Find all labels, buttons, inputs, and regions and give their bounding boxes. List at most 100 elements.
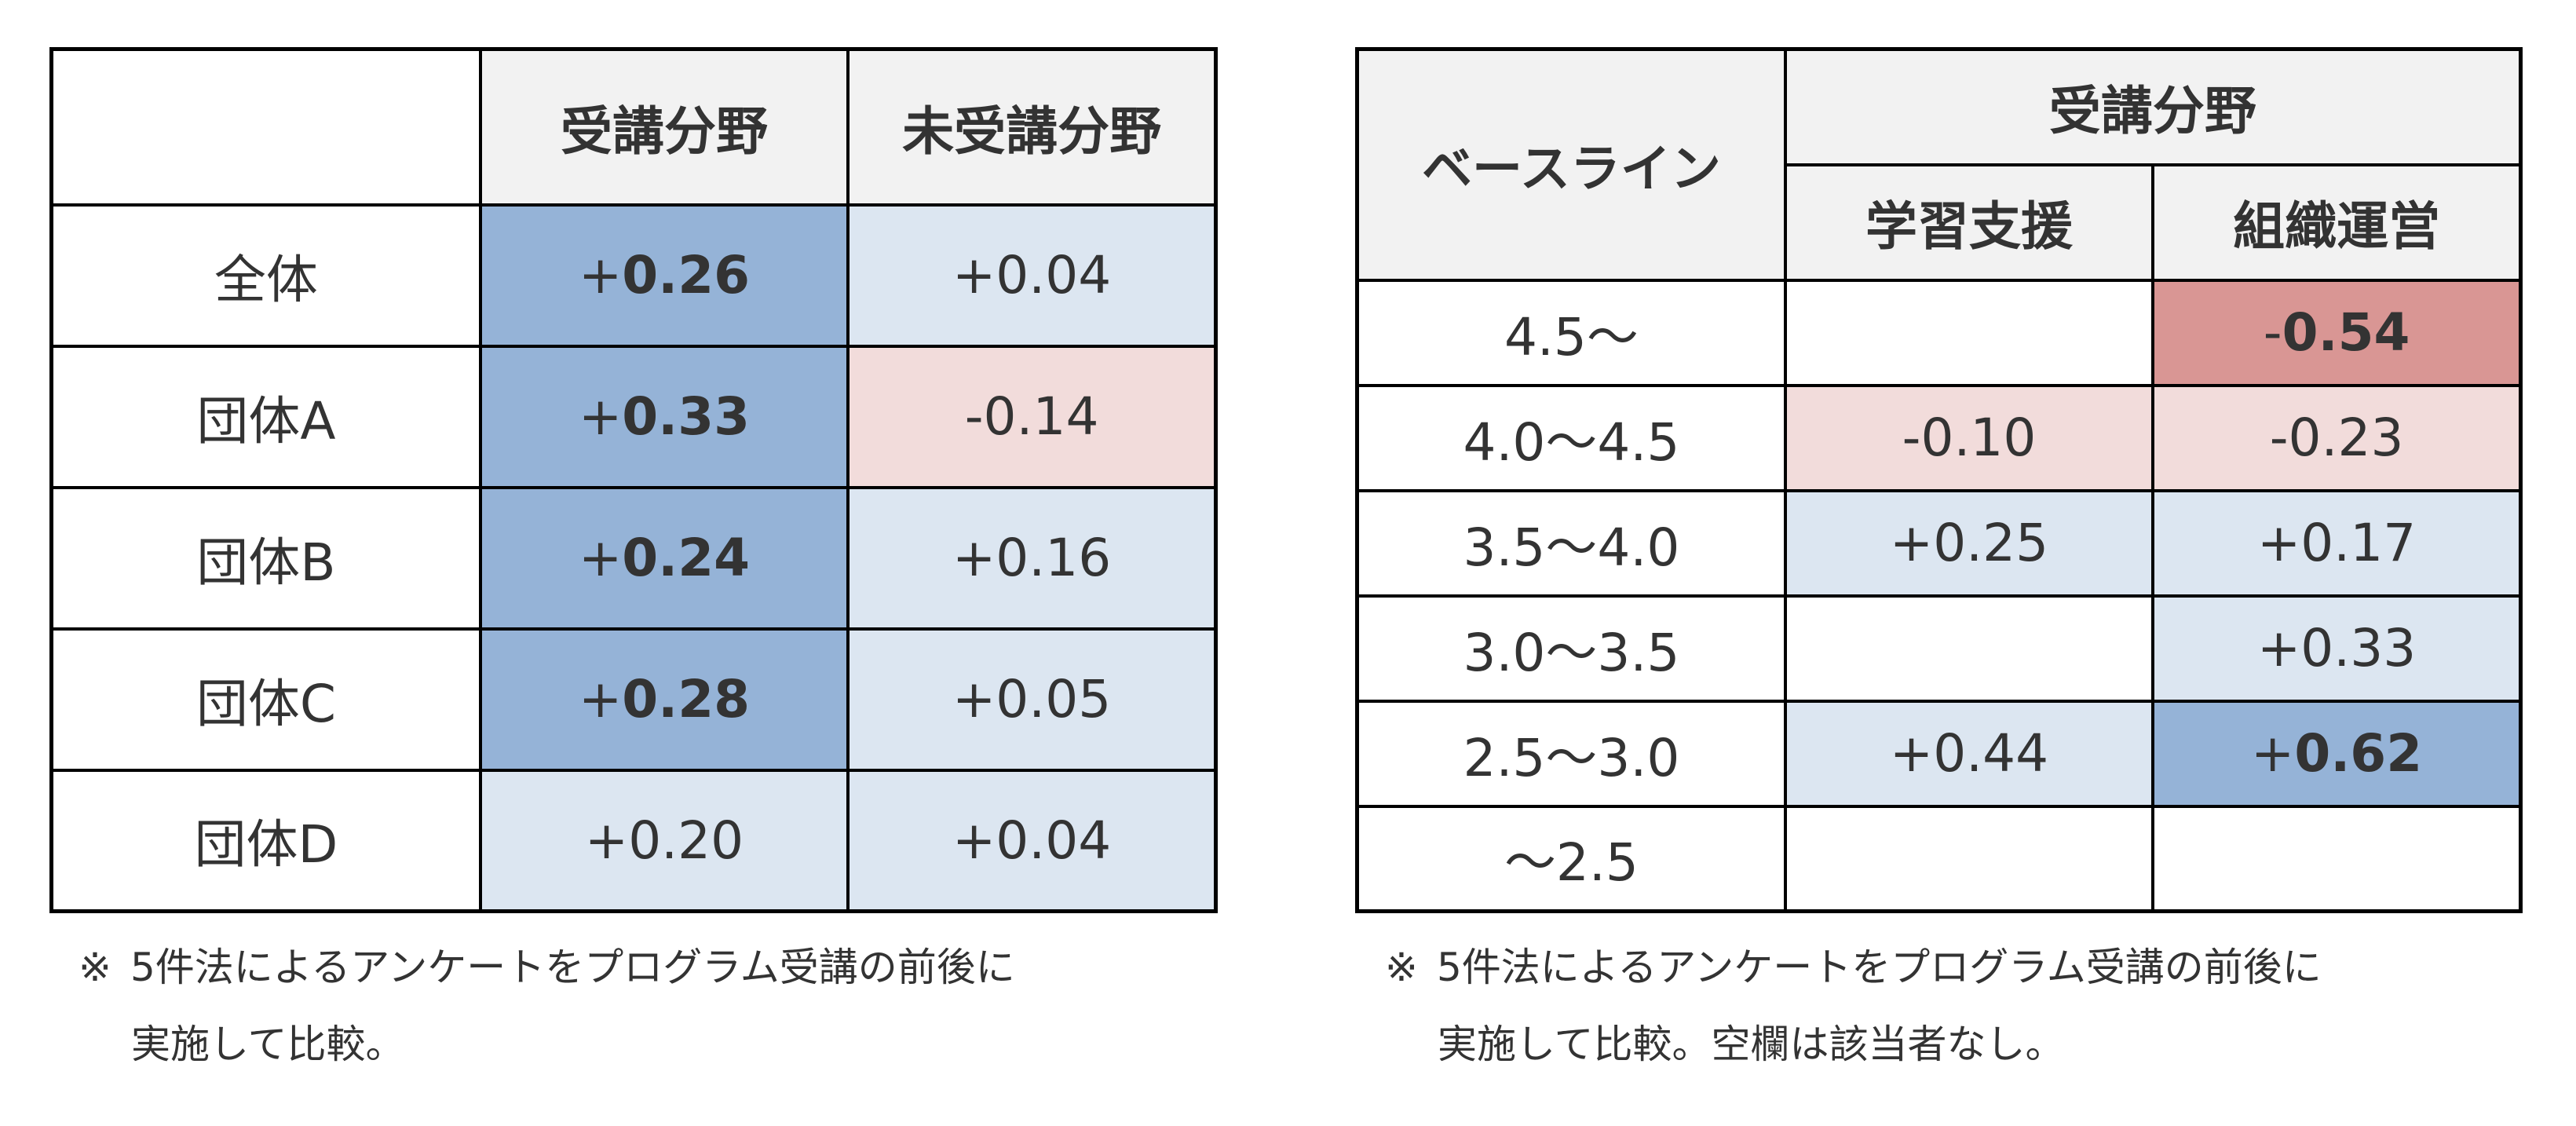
value-number: 0.24 <box>622 528 751 588</box>
row-label: 4.5〜 <box>1355 278 1787 387</box>
value-sign: + <box>952 528 996 588</box>
value-cell: +0.26 <box>478 203 850 348</box>
row-label: 4.0〜4.5 <box>1355 383 1787 492</box>
value-sign: - <box>964 386 984 447</box>
row-label: 〜2.5 <box>1355 804 1787 913</box>
value-cell: -0.23 <box>2151 383 2523 492</box>
value-cell: +0.44 <box>1783 699 2155 808</box>
group-comparison-table: 受講分野 未受講分野 全体 +0.26 +0.04 団体A +0.33 -0.1… <box>49 47 1218 913</box>
value-number: 0.04 <box>996 245 1112 305</box>
reference-mark-icon: ※ <box>79 945 111 990</box>
table-row: 3.0〜3.5 +0.33 <box>1355 594 2523 703</box>
value-sign: + <box>578 386 623 447</box>
value-cell: +0.17 <box>2151 488 2523 598</box>
header-unattended-field: 未受講分野 <box>846 47 1218 207</box>
value-number: 0.20 <box>628 810 744 871</box>
table-row: 団体D +0.20 +0.04 <box>49 768 1218 913</box>
value-number: 0.16 <box>996 528 1112 588</box>
baseline-comparison-table: ベースライン 受講分野 学習支援 組織運営 4.5〜 -0.54 4.0〜4.5… <box>1355 47 2523 913</box>
value-sign: + <box>1889 513 1934 573</box>
value-number: 0.33 <box>622 386 751 447</box>
value-sign: + <box>952 669 996 729</box>
value-number: 0.26 <box>622 245 751 305</box>
value-cell: -0.54 <box>2151 278 2523 387</box>
footnote-line-1: 5件法によるアンケートをプログラム受講の前後に <box>1437 945 2322 990</box>
value-sign: - <box>2269 408 2289 468</box>
value-cell: +0.16 <box>846 485 1218 631</box>
header-baseline: ベースライン <box>1355 47 1787 282</box>
row-label: 3.5〜4.0 <box>1355 488 1787 598</box>
header-learning-support: 学習支援 <box>1783 163 2155 282</box>
value-cell: +0.20 <box>478 768 850 913</box>
row-label: 団体D <box>49 768 482 913</box>
value-number: 0.62 <box>2294 723 2423 784</box>
value-number: 0.17 <box>2300 513 2417 573</box>
footnote-line-1: 5件法によるアンケートをプログラム受講の前後に <box>130 945 1015 990</box>
row-label: 全体 <box>49 203 482 348</box>
row-label: 団体C <box>49 627 482 772</box>
value-cell: +0.33 <box>2151 594 2523 703</box>
value-number: 0.04 <box>996 810 1112 871</box>
value-cell: +0.04 <box>846 203 1218 348</box>
header-row: 受講分野 未受講分野 <box>49 47 1218 207</box>
value-cell: -0.14 <box>846 344 1218 489</box>
table-row: 全体 +0.26 +0.04 <box>49 203 1218 348</box>
value-cell <box>2151 804 2523 913</box>
value-number: 0.44 <box>1933 723 2049 784</box>
value-cell <box>1783 278 2155 387</box>
row-label: 2.5〜3.0 <box>1355 699 1787 808</box>
value-number: 0.54 <box>2282 302 2410 363</box>
value-sign: + <box>578 528 623 588</box>
right-footnote: ※ 5件法によるアンケートをプログラム受講の前後に 実施して比較。空欄は該当者なし… <box>1385 929 2322 1083</box>
value-cell <box>1783 804 2155 913</box>
header-attended-field: 受講分野 <box>478 47 850 207</box>
value-cell: +0.05 <box>846 627 1218 772</box>
value-number: 0.14 <box>983 386 1099 447</box>
value-cell: +0.25 <box>1783 488 2155 598</box>
value-cell: +0.33 <box>478 344 850 489</box>
value-sign: + <box>1889 723 1934 784</box>
value-number: 0.23 <box>2288 408 2404 468</box>
value-number: 0.10 <box>1920 408 2037 468</box>
value-sign: + <box>2256 618 2301 678</box>
value-sign: + <box>584 810 629 871</box>
value-sign: + <box>2251 723 2295 784</box>
value-cell: -0.10 <box>1783 383 2155 492</box>
value-cell: +0.24 <box>478 485 850 631</box>
value-sign: - <box>1902 408 1921 468</box>
corner-cell <box>49 47 482 207</box>
table-row: 3.5〜4.0 +0.25 +0.17 <box>1355 488 2523 598</box>
table-row: 団体B +0.24 +0.16 <box>49 485 1218 631</box>
value-sign: + <box>578 669 623 729</box>
value-cell: +0.28 <box>478 627 850 772</box>
value-cell: +0.62 <box>2151 699 2523 808</box>
value-cell: +0.04 <box>846 768 1218 913</box>
row-label: 団体A <box>49 344 482 489</box>
value-sign: + <box>2256 513 2301 573</box>
value-number: 0.28 <box>622 669 751 729</box>
header-organization-management: 組織運営 <box>2151 163 2523 282</box>
table-row: 2.5〜3.0 +0.44 +0.62 <box>1355 699 2523 808</box>
value-sign: + <box>952 245 996 305</box>
reference-mark-icon: ※ <box>1385 945 1418 990</box>
table-row: 4.0〜4.5 -0.10 -0.23 <box>1355 383 2523 492</box>
row-label: 団体B <box>49 485 482 631</box>
value-sign: - <box>2263 302 2282 363</box>
value-sign: + <box>952 810 996 871</box>
footnote-line-2: 実施して比較。空欄は該当者なし。 <box>1438 1022 2065 1067</box>
value-number: 0.05 <box>996 669 1112 729</box>
row-label: 3.0〜3.5 <box>1355 594 1787 703</box>
table-row: 4.5〜 -0.54 <box>1355 278 2523 387</box>
value-sign: + <box>578 245 623 305</box>
table-row: 〜2.5 <box>1355 804 2523 913</box>
value-number: 0.33 <box>2300 618 2417 678</box>
header-attended-field-group: 受講分野 <box>1783 47 2523 166</box>
header-row-sub: 学習支援 組織運営 <box>1357 163 2523 282</box>
table-row: 団体C +0.28 +0.05 <box>49 627 1218 772</box>
footnote-line-2: 実施して比較。 <box>131 1022 405 1067</box>
table-row: 団体A +0.33 -0.14 <box>49 344 1218 489</box>
header-row-top: ベースライン 受講分野 <box>1355 47 2523 282</box>
value-cell <box>1783 594 2155 703</box>
value-number: 0.25 <box>1933 513 2049 573</box>
left-footnote: ※ 5件法によるアンケートをプログラム受講の前後に 実施して比較。 <box>79 929 1015 1083</box>
